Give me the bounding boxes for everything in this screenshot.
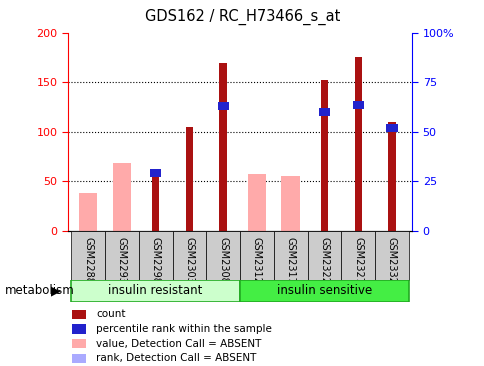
Bar [185,127,193,231]
Text: GSM2327: GSM2327 [352,236,363,284]
Text: percentile rank within the sample: percentile rank within the sample [96,324,272,334]
FancyBboxPatch shape [273,231,307,280]
Bar [386,124,397,132]
Bar [72,354,86,363]
FancyBboxPatch shape [138,231,172,280]
Bar [150,169,161,177]
FancyBboxPatch shape [341,231,374,280]
Bar [79,193,97,231]
Text: GSM2312: GSM2312 [251,236,261,283]
Text: GSM2288: GSM2288 [83,236,93,283]
Bar [354,57,361,231]
Text: GSM2317: GSM2317 [285,236,295,283]
Bar [352,101,363,109]
Bar [72,339,86,348]
Bar [281,176,300,231]
Bar [72,310,86,319]
Bar [247,174,266,231]
Bar [79,193,97,231]
FancyBboxPatch shape [374,231,408,280]
FancyBboxPatch shape [240,231,273,280]
Text: metabolism: metabolism [5,284,75,298]
FancyBboxPatch shape [307,231,341,280]
Text: GSM2332: GSM2332 [386,236,396,283]
Text: count: count [96,310,126,320]
FancyBboxPatch shape [105,231,138,280]
Text: GSM2308: GSM2308 [218,236,228,283]
FancyBboxPatch shape [71,280,240,302]
Bar [320,81,328,231]
Text: insulin resistant: insulin resistant [108,284,202,298]
FancyBboxPatch shape [206,231,240,280]
Text: rank, Detection Call = ABSENT: rank, Detection Call = ABSENT [96,354,256,363]
Text: GSM2298: GSM2298 [151,236,160,283]
Bar [388,122,395,231]
Bar [318,108,330,116]
Text: insulin sensitive: insulin sensitive [276,284,371,298]
Text: GSM2303: GSM2303 [184,236,194,283]
FancyBboxPatch shape [172,231,206,280]
FancyBboxPatch shape [71,231,105,280]
Bar [219,63,227,231]
Text: ▶: ▶ [51,284,60,298]
Bar [72,324,86,334]
Text: value, Detection Call = ABSENT: value, Detection Call = ABSENT [96,339,261,349]
Bar [217,102,228,110]
Text: GSM2293: GSM2293 [117,236,127,283]
Bar [112,163,131,231]
Text: GDS162 / RC_H73466_s_at: GDS162 / RC_H73466_s_at [145,9,339,25]
Bar [151,171,159,231]
FancyBboxPatch shape [240,280,408,302]
Text: GSM2322: GSM2322 [319,236,329,284]
